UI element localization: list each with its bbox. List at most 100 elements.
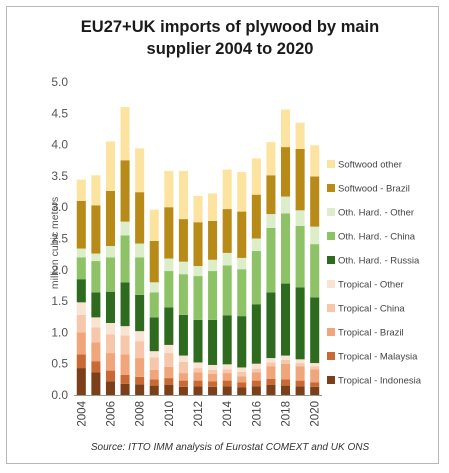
bar-segment-softwood-brazil xyxy=(251,194,261,239)
x-tick-label: 2016 xyxy=(251,401,263,427)
bar-segment-tropical-brazil xyxy=(120,354,130,375)
bar-segment-oth-hard-china xyxy=(120,235,130,283)
bar-segment-tropical-brazil xyxy=(310,369,320,383)
bar-segment-oth-hard-russia xyxy=(91,292,101,318)
bar-segment-softwood-brazil xyxy=(266,175,276,215)
y-tick-label: 4.0 xyxy=(51,138,68,152)
bar-segment-oth-hard-china xyxy=(91,261,101,293)
chart-title-line1: EU27+UK imports of plywood by main xyxy=(80,18,380,36)
bar-segment-tropical-china xyxy=(91,327,101,343)
bar-segment-softwood-other xyxy=(281,109,291,148)
bar-segment-tropical-brazil xyxy=(164,366,174,379)
bar-segment-oth-hard-other xyxy=(310,226,320,245)
source-note: Source: ITTO IMM analysis of Eurostat CO… xyxy=(90,442,370,453)
bar-segment-tropical-malaysia xyxy=(237,382,247,388)
legend-item: Oth. Hard. - Russia xyxy=(327,256,420,267)
bar-segment-oth-hard-china xyxy=(237,269,247,317)
legend-swatch xyxy=(327,208,335,216)
x-tick-label: 2008 xyxy=(135,401,147,427)
bar-segment-tropical-china xyxy=(222,369,232,374)
bar-segment-tropical-malaysia xyxy=(120,374,130,384)
bar-stack-2020 xyxy=(310,145,320,395)
bar-segment-softwood-other xyxy=(193,195,203,223)
bar-segment-tropical-china xyxy=(120,335,130,355)
bar-segment-tropical-indonesia xyxy=(164,384,174,395)
legend-item: Tropical - Indonesia xyxy=(327,376,422,387)
bar-segment-oth-hard-russia xyxy=(135,294,145,332)
bar-segment-tropical-china xyxy=(295,363,305,367)
bar-segment-tropical-brazil xyxy=(295,366,305,381)
bar-segment-tropical-brazil xyxy=(149,369,159,380)
bar-segment-softwood-other xyxy=(295,122,305,149)
bar-segment-tropical-indonesia xyxy=(251,386,261,395)
legend-label: Oth. Hard. - Russia xyxy=(338,256,420,267)
bar-segment-tropical-other xyxy=(208,364,218,370)
bar-segment-tropical-brazil xyxy=(266,366,276,379)
bar-segment-oth-hard-russia xyxy=(266,292,276,359)
bar-segment-oth-hard-other xyxy=(208,259,218,272)
bar-segment-softwood-other xyxy=(208,193,218,221)
x-tick-label: 2006 xyxy=(105,401,117,427)
bar-segment-tropical-china xyxy=(76,314,86,333)
bar-segment-softwood-brazil xyxy=(76,200,86,249)
x-tick-label: 2004 xyxy=(76,400,88,426)
legend-label: Tropical - China xyxy=(338,304,405,315)
bar-segment-oth-hard-other xyxy=(281,196,291,214)
bar-segment-softwood-brazil xyxy=(164,207,174,259)
y-tick-label: 3.5 xyxy=(51,169,68,183)
bar-segment-tropical-other xyxy=(281,355,291,360)
bar-segment-softwood-brazil xyxy=(222,209,232,253)
bar-segment-tropical-china xyxy=(149,357,159,370)
legend-item: Oth. Hard. - Other xyxy=(327,208,414,219)
legend-swatch xyxy=(327,376,335,384)
y-tick-label: 4.5 xyxy=(51,106,68,120)
legend-swatch xyxy=(327,160,335,168)
bar-segment-tropical-malaysia xyxy=(310,382,320,387)
bar-stack-2016 xyxy=(251,158,261,395)
legend-item: Tropical - China xyxy=(327,304,405,315)
bar-segment-tropical-brazil xyxy=(135,358,145,377)
bar-segment-tropical-china xyxy=(164,353,174,367)
legend-label: Tropical - Other xyxy=(338,280,404,291)
legend-item: Softwood - Brazil xyxy=(327,184,410,195)
bar-segment-oth-hard-china xyxy=(76,257,86,280)
legend-label: Tropical - Brazil xyxy=(338,328,404,339)
bar-segment-oth-hard-russia xyxy=(281,283,291,356)
bar-segment-tropical-brazil xyxy=(237,376,247,383)
bar-segment-softwood-brazil xyxy=(120,160,130,222)
bar-segment-softwood-brazil xyxy=(135,192,145,244)
bar-segment-oth-hard-other xyxy=(149,282,159,293)
y-axis-label: million cubic meters xyxy=(49,197,61,289)
bar-segment-oth-hard-china xyxy=(281,213,291,284)
legend-swatch xyxy=(327,184,335,192)
bar-segment-oth-hard-russia xyxy=(164,307,174,345)
bar-segment-tropical-other xyxy=(149,351,159,358)
bar-segment-softwood-other xyxy=(251,158,261,195)
x-tick-label: 2018 xyxy=(281,401,293,427)
bar-segment-oth-hard-russia xyxy=(237,316,247,368)
bar-segment-tropical-indonesia xyxy=(76,368,86,395)
bar-segment-tropical-other xyxy=(222,364,232,370)
legend-swatch xyxy=(327,232,335,240)
chart-title-line2: supplier 2004 to 2020 xyxy=(146,40,314,58)
bar-segment-tropical-brazil xyxy=(91,342,101,362)
legend-label: Oth. Hard. - China xyxy=(338,232,416,243)
bar-segment-tropical-china xyxy=(105,334,115,354)
bar-segment-tropical-china xyxy=(178,361,188,374)
bar-segment-tropical-china xyxy=(281,359,291,364)
bar-segment-oth-hard-china xyxy=(178,274,188,315)
bar-segment-tropical-brazil xyxy=(193,372,203,381)
bar-segment-tropical-other xyxy=(76,302,86,315)
bar-segment-softwood-brazil xyxy=(105,190,115,247)
bar-segment-oth-hard-russia xyxy=(76,279,86,303)
bar-stack-2009 xyxy=(149,209,159,395)
bar-segment-tropical-indonesia xyxy=(310,386,320,395)
y-tick-label: 2.5 xyxy=(51,232,68,246)
bar-segment-tropical-indonesia xyxy=(149,385,159,395)
bar-segment-softwood-other xyxy=(266,142,276,176)
legend-label: Tropical - Malaysia xyxy=(338,352,418,363)
bar-stack-2004 xyxy=(76,179,86,395)
bar-segment-tropical-brazil xyxy=(251,372,261,381)
bar-stack-2012 xyxy=(193,195,203,395)
